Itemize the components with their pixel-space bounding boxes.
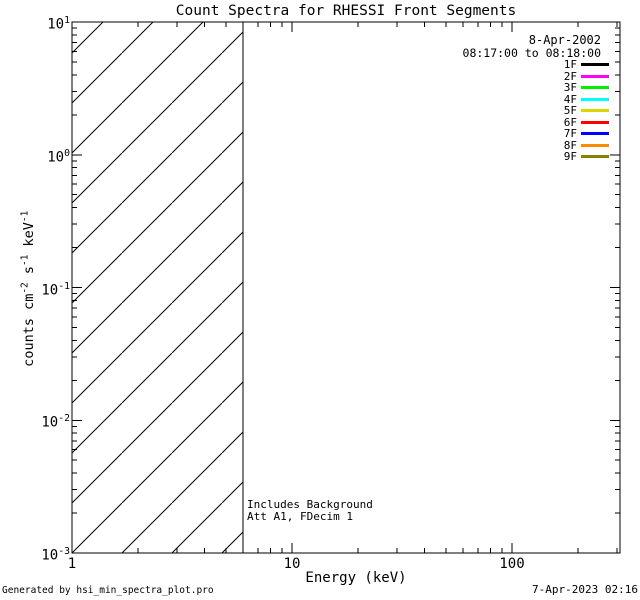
annotation-text: Att A1, FDecim 1	[247, 510, 353, 523]
footer-timestamp: 7-Apr-2023 02:16	[532, 583, 638, 596]
legend-entry-label: 8F	[563, 138, 577, 152]
y-tick-label: 10-1	[41, 280, 70, 299]
legend-color-line	[581, 74, 609, 78]
legend-color-line	[581, 86, 609, 90]
legend-entry: 2F	[564, 71, 609, 83]
legend-entry: 9F	[564, 151, 609, 163]
legend-entry: 5F	[564, 105, 609, 117]
y-axis-label: counts cm-2 s-1 keV-1	[19, 210, 37, 367]
legend-color-line	[581, 155, 609, 159]
legend-color-line	[581, 120, 609, 124]
hatched-exclusion-region	[72, 22, 244, 553]
legend-date: 8-Apr-2002	[528, 33, 601, 47]
legend-time-range: 08:17:00 to 08:18:00	[462, 46, 601, 60]
plot-annotations: Includes Background Att A1, FDecim 1	[247, 499, 373, 523]
y-tick-label: 101	[47, 15, 70, 33]
x-tick-label: 1	[67, 556, 77, 572]
legend-entry-label: 3F	[563, 81, 577, 95]
chart-title: Count Spectra for RHESSI Front Segments	[175, 3, 517, 19]
legend-color-line	[581, 143, 609, 147]
legend-entry: 6F	[564, 117, 609, 129]
legend-entry-label: 5F	[563, 104, 577, 118]
legend-entry-label: 4F	[563, 92, 577, 106]
legend-entry: 3F	[564, 82, 609, 94]
y-tick-label: 10-2	[41, 413, 70, 431]
legend-color-line	[581, 132, 609, 136]
legend-color-line	[581, 63, 609, 67]
legend-entry: 4F	[564, 94, 609, 106]
y-tick-label: 10-3	[41, 546, 70, 564]
legend-entry: 1F	[564, 59, 609, 71]
y-tick-label: 100	[47, 147, 70, 166]
legend-entry-label: 6F	[563, 115, 577, 129]
x-axis-label: Energy (keV)	[305, 570, 407, 586]
legend-entry: 7F	[564, 128, 609, 140]
legend-entry: 8F	[564, 140, 609, 152]
legend-color-line	[581, 109, 609, 113]
x-tick-label: 10	[283, 556, 301, 572]
axis-ticks	[71, 21, 620, 554]
legend-entry-label: 2F	[563, 69, 577, 83]
annotation-text: Includes Background	[247, 498, 373, 511]
x-tick-label: 100	[499, 556, 525, 572]
legend-entry-label: 1F	[563, 58, 577, 72]
legend-entry-label: 9F	[563, 150, 577, 164]
legend-entry-label: 7F	[563, 127, 577, 141]
legend-color-line	[581, 97, 609, 101]
footer-generator-text: Generated by hsi_min_spectra_plot.pro	[2, 585, 214, 596]
